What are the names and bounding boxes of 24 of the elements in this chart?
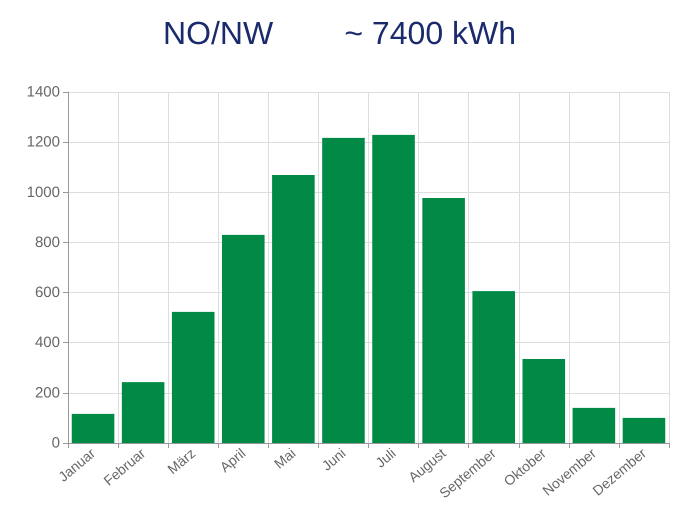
bar [622, 418, 666, 443]
y-tick-label: 400 [34, 334, 60, 352]
y-tick-label: 0 [52, 434, 60, 452]
bar [122, 382, 164, 443]
bar [422, 198, 465, 443]
y-tick-label: 800 [34, 234, 60, 251]
bar [172, 312, 214, 443]
y-tick-label: 1400 [26, 84, 60, 100]
y-tick-label: 200 [34, 384, 60, 402]
bar [322, 138, 365, 443]
bar [272, 174, 315, 443]
bar [572, 408, 616, 443]
chart-title: NO/NW ~ 7400 kWh [163, 15, 516, 51]
bar [372, 134, 415, 443]
x-tick-label: Juni [318, 444, 349, 474]
bar [72, 414, 114, 443]
y-tick-label: 1200 [26, 134, 60, 151]
y-tick-label: 1000 [26, 184, 60, 201]
x-tick-label: Mai [270, 444, 299, 472]
bar [522, 359, 566, 443]
x-tick-label: Juli [372, 444, 399, 471]
y-tick-label: 600 [34, 284, 60, 302]
bar [472, 291, 515, 443]
bar [222, 234, 265, 443]
